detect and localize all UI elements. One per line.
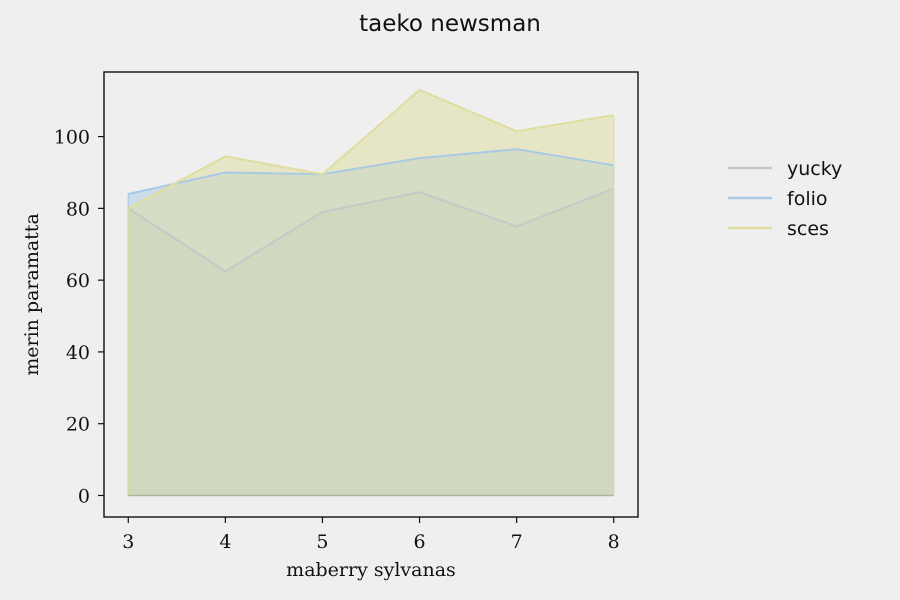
area-sces	[128, 89, 614, 496]
x-tick-label: 8	[608, 531, 620, 553]
line-yucky	[127, 187, 615, 273]
x-tick-label: 6	[413, 531, 425, 553]
legend-label-folio: folio	[787, 188, 828, 210]
y-tick-label: 20	[66, 414, 90, 436]
y-tick-label: 80	[66, 198, 90, 220]
legend: yucky folio sces	[728, 158, 842, 240]
series-lines	[127, 88, 615, 497]
x-axis-label: maberry sylvanas	[286, 559, 456, 581]
x-tick-label: 7	[511, 531, 523, 553]
x-axis-ticks: 3 4 5 6 7 8	[122, 517, 620, 553]
line-folio	[128, 148, 614, 195]
plot-frame	[103, 71, 639, 518]
y-tick-label: 60	[66, 270, 90, 292]
x-tick-label: 4	[219, 531, 231, 553]
x-tick-label: 5	[316, 531, 328, 553]
chart-title: taeko newsman	[359, 11, 541, 37]
y-tick-label: 0	[78, 485, 90, 507]
y-tick-label: 100	[54, 127, 90, 149]
legend-label-sces: sces	[787, 218, 829, 240]
x-tick-label: 3	[122, 531, 134, 553]
line-sces	[127, 88, 614, 210]
y-axis-label: merin paramatta	[21, 213, 43, 376]
series-areas	[128, 89, 614, 496]
y-tick-label: 40	[66, 342, 90, 364]
y-axis-ticks: 0 20 40 60 80 100	[54, 127, 104, 507]
legend-label-yucky: yucky	[787, 158, 842, 180]
